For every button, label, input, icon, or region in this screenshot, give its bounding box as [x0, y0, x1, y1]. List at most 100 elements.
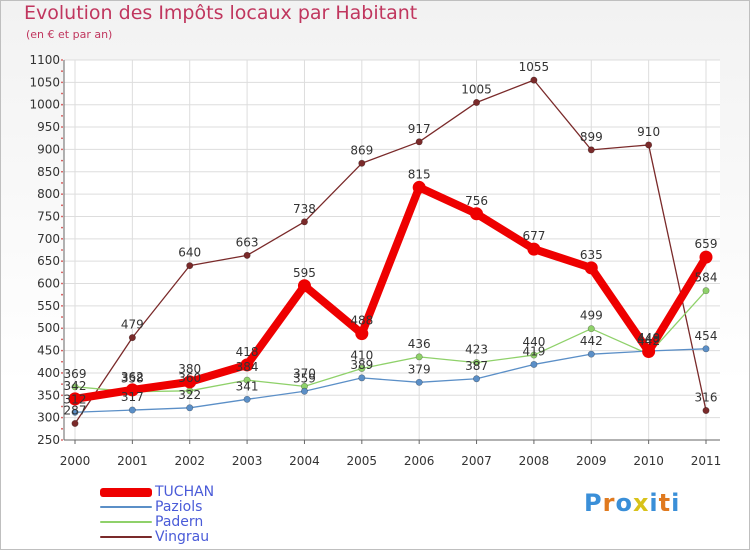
series-line-vingrau	[74, 79, 707, 425]
data-label-padern-2000: 369	[64, 367, 87, 381]
logo-letter: P	[584, 489, 603, 517]
point-vingrau-2007	[473, 98, 481, 106]
logo-letter: i	[649, 489, 659, 517]
point-padern-2006	[415, 353, 423, 361]
y-minor-tick	[61, 137, 63, 140]
point-tuchan-2005	[355, 327, 369, 341]
point-vingrau-2011	[702, 406, 710, 414]
point-padern-2005	[358, 364, 366, 372]
point-tuchan-2001	[125, 383, 139, 397]
data-label-paziols-2007: 387	[465, 359, 488, 373]
point-padern-2008	[530, 351, 538, 359]
data-label-padern-2009: 499	[580, 309, 603, 323]
point-paziols-2006	[415, 378, 423, 386]
y-tick-1000: 1000	[29, 98, 60, 112]
y-minor-tick	[61, 405, 63, 408]
point-tuchan-2008	[527, 242, 541, 256]
data-label-tuchan-2003: 418	[236, 345, 259, 359]
data-label-padern-2005: 410	[350, 348, 373, 362]
point-padern-2003	[243, 376, 251, 384]
y-tick-750: 750	[37, 209, 60, 223]
data-label-paziols-2000: 312	[64, 392, 87, 406]
x-axis-ticks: 2000 2001 2002 2003 2004 2005 2006 2007 2008 2009…	[60, 454, 722, 468]
point-padern-2000	[71, 383, 79, 391]
y-minor-tick	[61, 193, 63, 196]
point-vingrau-2008	[530, 76, 538, 84]
x-tick-2002: 2002	[174, 454, 205, 468]
x-tick-2004: 2004	[289, 454, 320, 468]
point-vingrau-2003	[243, 251, 251, 259]
data-label-paziols-2009: 442	[580, 334, 603, 348]
point-padern-2009	[587, 325, 595, 333]
point-paziols-2008	[530, 360, 538, 368]
data-label-vingrau-2000: 287	[64, 403, 87, 417]
data-label-padern-2006: 436	[408, 337, 431, 351]
point-vingrau-2010	[645, 141, 653, 149]
data-labels: 287 479 640 663 738 869 917 1005 1055 899 910 316 36…	[64, 60, 718, 417]
point-paziols-2005	[358, 374, 366, 382]
point-tuchan-2007	[470, 207, 484, 221]
x-tick-2001: 2001	[117, 454, 148, 468]
y-tick-250: 250	[37, 433, 60, 447]
logo-letter: r	[602, 489, 616, 517]
chart-subtitle: (en € et par an)	[26, 28, 113, 41]
point-paziols-2007	[473, 375, 481, 383]
y-minor-tick	[61, 159, 63, 162]
data-label-tuchan-2010: 448	[637, 331, 660, 345]
data-label-vingrau-2011: 316	[695, 390, 718, 404]
data-label-padern-2011: 584	[695, 271, 718, 285]
y-tick-450: 450	[37, 344, 60, 358]
data-label-tuchan-2004: 595	[293, 266, 316, 280]
data-label-padern-2008: 440	[522, 335, 545, 349]
data-label-tuchan-2000: 342	[64, 379, 87, 393]
data-label-vingrau-2002: 640	[178, 246, 201, 260]
y-minor-tick	[61, 282, 63, 285]
point-tuchan-2009	[584, 261, 598, 275]
y-minor-tick	[61, 293, 63, 296]
y-tick-950: 950	[37, 120, 60, 134]
point-tuchan-2010	[642, 344, 656, 358]
x-tick-2011: 2011	[691, 454, 722, 468]
data-label-paziols-2005: 389	[350, 358, 373, 372]
point-paziols-2002	[186, 404, 194, 412]
axes	[61, 59, 720, 444]
y-tick-1050: 1050	[29, 75, 60, 89]
point-vingrau-2006	[415, 138, 423, 146]
point-paziols-2000	[71, 408, 79, 416]
y-tick-600: 600	[37, 277, 60, 291]
data-label-tuchan-2001: 362	[121, 370, 144, 384]
x-tick-2008: 2008	[519, 454, 550, 468]
point-tuchan-2006	[412, 180, 426, 194]
data-label-vingrau-2003: 663	[236, 235, 259, 249]
data-label-paziols-2004: 359	[293, 371, 316, 385]
data-label-tuchan-2009: 635	[580, 248, 603, 262]
y-tick-500: 500	[37, 321, 60, 335]
x-tick-2000: 2000	[60, 454, 91, 468]
y-tick-900: 900	[37, 142, 60, 156]
y-tick-800: 800	[37, 187, 60, 201]
legend-item-tuchan: TUCHAN	[100, 484, 280, 500]
y-tick-350: 350	[37, 388, 60, 402]
y-minor-tick	[61, 327, 63, 330]
point-vingrau-2009	[587, 146, 595, 154]
x-tick-2009: 2009	[576, 454, 607, 468]
data-label-vingrau-2008: 1055	[519, 60, 550, 74]
series-line-padern	[74, 290, 707, 393]
data-label-tuchan-2008: 677	[522, 229, 545, 243]
series-line-paziols	[74, 348, 707, 413]
y-minor-tick	[61, 349, 63, 352]
data-label-vingrau-2007: 1005	[461, 82, 492, 96]
y-tick-400: 400	[37, 366, 60, 380]
y-minor-tick	[61, 304, 63, 307]
point-paziols-2011	[702, 345, 710, 353]
legend-item-padern: Padern	[100, 514, 280, 530]
data-label-tuchan-2007: 756	[465, 194, 488, 208]
data-label-vingrau-2009: 899	[580, 130, 603, 144]
point-tuchan-2002	[183, 375, 197, 389]
legend-label-padern: Padern	[155, 514, 204, 530]
legend-swatch-padern	[100, 521, 152, 523]
y-tick-650: 650	[37, 254, 60, 268]
data-label-vingrau-2006: 917	[408, 122, 431, 136]
y-minor-tick	[61, 59, 63, 61]
data-label-paziols-2010: 449	[637, 331, 660, 345]
